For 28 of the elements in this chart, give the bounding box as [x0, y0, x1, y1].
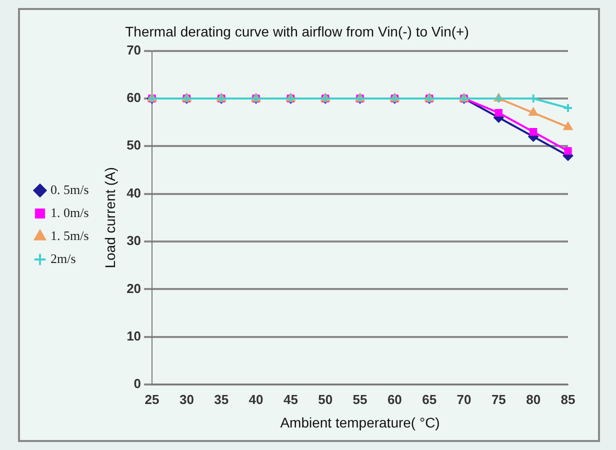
- chart-title: Thermal derating curve with airflow from Vin(-) to Vin(+): [125, 23, 469, 40]
- x-tick-label: 80: [526, 392, 541, 407]
- y-tick-label: 30: [126, 233, 142, 248]
- x-tick-label: 40: [248, 392, 264, 407]
- x-axis-title: Ambient temperature( °C): [280, 414, 440, 430]
- y-tick-label: 0: [134, 376, 142, 392]
- x-tick-label: 35: [214, 392, 229, 407]
- x-tick-label: 25: [144, 392, 160, 407]
- x-tick-label: 55: [352, 392, 368, 407]
- x-tick-label: 60: [387, 392, 402, 407]
- legend-label: 0. 5m/s: [50, 182, 89, 197]
- legend-label: 1. 5m/s: [50, 228, 89, 243]
- y-tick-label: 20: [126, 280, 142, 296]
- x-tick-label: 70: [456, 392, 472, 407]
- y-axis-title: Load current (A): [102, 167, 118, 268]
- y-tick-label: 70: [126, 42, 142, 58]
- x-tick-label: 85: [560, 392, 576, 407]
- y-tick-label: 10: [126, 328, 142, 344]
- legend-label: 2m/s: [50, 250, 76, 266]
- y-tick-label: 50: [126, 138, 142, 153]
- x-tick-label: 45: [283, 392, 298, 407]
- x-tick-label: 50: [318, 392, 333, 407]
- x-tick-label: 75: [491, 392, 506, 407]
- y-tick-label: 40: [126, 185, 142, 200]
- y-tick-label: 60: [126, 90, 142, 106]
- x-tick-label: 30: [179, 392, 194, 407]
- x-tick-label: 65: [422, 392, 437, 407]
- legend-label: 1. 0m/s: [50, 204, 89, 220]
